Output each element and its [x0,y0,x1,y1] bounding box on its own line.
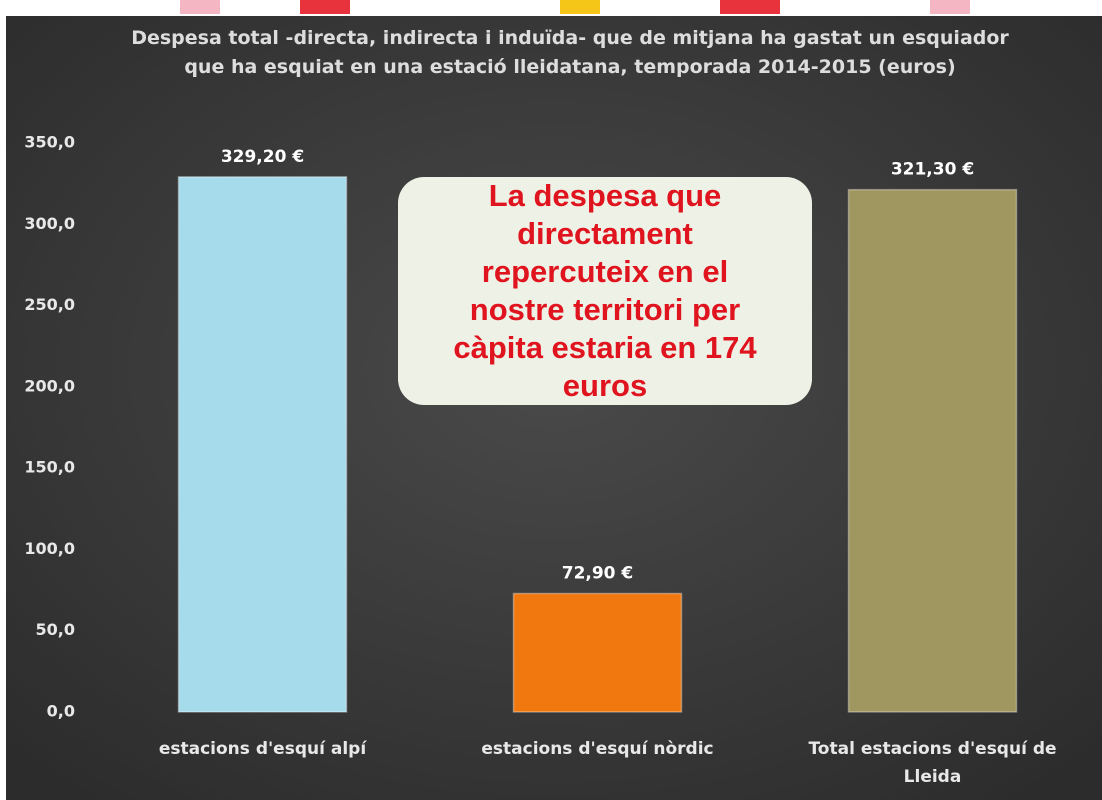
data-label: 321,30 € [891,160,974,180]
data-label: 72,90 € [562,563,634,583]
y-tick-label: 350,0 [24,133,75,152]
y-tick-label: 250,0 [24,295,75,314]
decoration [560,0,600,14]
y-tick-label: 300,0 [24,214,75,233]
y-tick-label: 150,0 [24,458,75,477]
decoration [930,0,970,14]
y-tick-label: 100,0 [24,539,75,558]
y-tick-label: 50,0 [36,620,75,639]
decoration [180,0,220,14]
bar [177,176,348,713]
x-tick-label: estacions d'esquí alpí [158,739,367,759]
data-label: 329,20 € [221,147,304,167]
x-tick-label: Total estacions d'esquí de Lleida [808,739,1057,787]
chart-title: Despesa total -directa, indirecta i indu… [131,27,1009,78]
annotation-box: La despesa que directament repercuteix e… [398,177,812,405]
decoration [720,0,780,14]
y-tick-label: 200,0 [24,376,75,395]
bar [847,188,1018,713]
y-tick-label: 0,0 [47,702,75,721]
x-tick-label: estacions d'esquí nòrdic [481,739,714,759]
bar [512,592,683,713]
annotation: La despesa que directament repercuteix e… [453,178,757,403]
decoration [300,0,350,14]
